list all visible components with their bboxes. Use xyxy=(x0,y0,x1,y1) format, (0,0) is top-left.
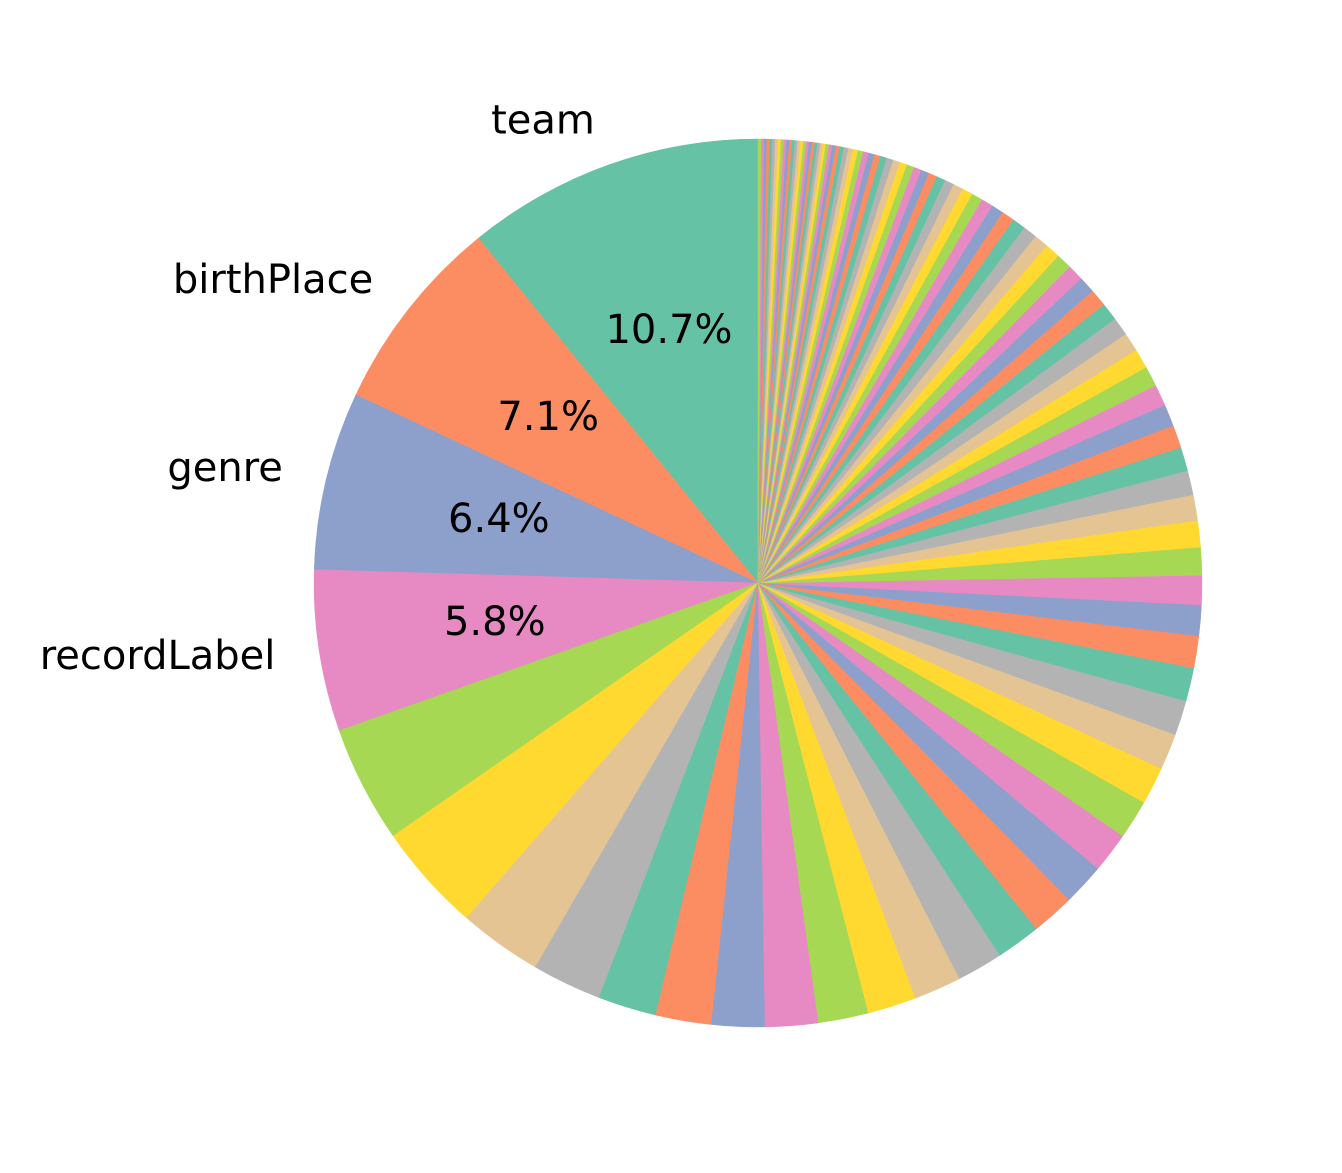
slice-label: recordLabel xyxy=(40,633,276,679)
pie-slice-birthPlace xyxy=(355,237,759,584)
slice-percent-label: 7.1% xyxy=(497,394,599,440)
slice-label: birthPlace xyxy=(173,257,373,303)
slice-percent-label: 5.8% xyxy=(444,599,546,645)
pie-slice-unlabeled xyxy=(757,138,762,584)
pie-slice-team xyxy=(478,138,759,584)
slice-percent-label: 6.4% xyxy=(448,496,550,542)
slice-percent-label: 10.7% xyxy=(605,307,732,353)
pie-labels: team 10.7% birthPlace 7.1% genre 6.4% recordLa… xyxy=(40,98,733,679)
pie-slice-recordLabel xyxy=(313,569,759,731)
pie-slice-genre xyxy=(313,394,759,584)
pie-slices xyxy=(313,138,1203,1028)
slice-label: genre xyxy=(167,445,283,491)
slice-label: team xyxy=(491,98,595,144)
